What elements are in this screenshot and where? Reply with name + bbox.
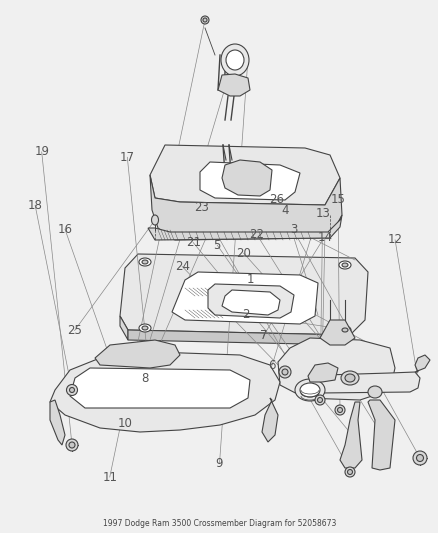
Ellipse shape — [314, 395, 324, 405]
Text: 13: 13 — [314, 207, 329, 220]
Polygon shape — [208, 284, 293, 318]
Ellipse shape — [141, 326, 148, 330]
Text: 3: 3 — [290, 223, 297, 236]
Text: 8: 8 — [141, 372, 148, 385]
Ellipse shape — [141, 260, 148, 264]
Text: 24: 24 — [174, 260, 189, 273]
Ellipse shape — [220, 44, 248, 76]
Polygon shape — [150, 175, 341, 240]
Ellipse shape — [66, 384, 78, 395]
Text: 20: 20 — [236, 247, 251, 260]
Ellipse shape — [317, 398, 322, 402]
Polygon shape — [218, 74, 249, 96]
Polygon shape — [277, 338, 394, 400]
Polygon shape — [367, 400, 394, 470]
Ellipse shape — [340, 371, 358, 385]
Ellipse shape — [69, 442, 75, 448]
Polygon shape — [128, 330, 349, 345]
Polygon shape — [414, 355, 429, 372]
Polygon shape — [148, 215, 341, 240]
Ellipse shape — [341, 328, 347, 332]
Ellipse shape — [367, 386, 381, 398]
Polygon shape — [95, 340, 180, 368]
Ellipse shape — [202, 18, 207, 22]
Text: 6: 6 — [268, 359, 276, 372]
Text: 16: 16 — [57, 223, 72, 236]
Text: 9: 9 — [215, 457, 223, 470]
Text: 18: 18 — [28, 199, 42, 212]
Ellipse shape — [416, 455, 423, 462]
Ellipse shape — [338, 326, 350, 334]
Polygon shape — [120, 316, 128, 340]
Ellipse shape — [344, 374, 354, 382]
Ellipse shape — [69, 387, 74, 392]
Polygon shape — [120, 254, 367, 335]
Ellipse shape — [226, 50, 244, 70]
Ellipse shape — [281, 369, 287, 375]
Text: 26: 26 — [268, 193, 283, 206]
Polygon shape — [261, 398, 277, 442]
Ellipse shape — [151, 215, 158, 225]
Text: 11: 11 — [102, 471, 117, 483]
Text: 15: 15 — [330, 193, 345, 206]
Ellipse shape — [337, 408, 342, 413]
Polygon shape — [150, 145, 339, 205]
Ellipse shape — [139, 324, 151, 332]
Text: 2: 2 — [241, 308, 249, 321]
Text: 7: 7 — [259, 329, 267, 342]
Text: 23: 23 — [194, 201, 209, 214]
Polygon shape — [222, 290, 279, 315]
Ellipse shape — [334, 405, 344, 415]
Polygon shape — [70, 368, 249, 408]
Ellipse shape — [139, 258, 151, 266]
Polygon shape — [200, 162, 299, 200]
Polygon shape — [50, 352, 279, 432]
Text: 1: 1 — [246, 273, 254, 286]
Text: 12: 12 — [387, 233, 402, 246]
Polygon shape — [304, 372, 419, 393]
Ellipse shape — [412, 451, 426, 465]
Text: 1997 Dodge Ram 3500 Crossmember Diagram for 52058673: 1997 Dodge Ram 3500 Crossmember Diagram … — [102, 520, 336, 529]
Ellipse shape — [201, 16, 208, 24]
Text: 14: 14 — [317, 231, 332, 244]
Text: 10: 10 — [117, 417, 132, 430]
Polygon shape — [222, 160, 272, 196]
Ellipse shape — [347, 470, 352, 474]
Polygon shape — [172, 272, 317, 324]
Ellipse shape — [344, 467, 354, 477]
Ellipse shape — [66, 439, 78, 451]
Text: 22: 22 — [249, 228, 264, 241]
Text: 17: 17 — [120, 151, 134, 164]
Polygon shape — [339, 402, 361, 468]
Ellipse shape — [279, 366, 290, 378]
Text: 19: 19 — [34, 146, 49, 158]
Text: 21: 21 — [185, 236, 200, 249]
Polygon shape — [307, 363, 337, 382]
Ellipse shape — [294, 379, 324, 401]
Ellipse shape — [341, 263, 347, 267]
Polygon shape — [319, 320, 354, 345]
Ellipse shape — [299, 383, 319, 397]
Ellipse shape — [338, 261, 350, 269]
Text: 5: 5 — [213, 239, 220, 252]
Text: 4: 4 — [281, 204, 289, 217]
Text: 25: 25 — [67, 324, 82, 337]
Polygon shape — [50, 400, 65, 445]
